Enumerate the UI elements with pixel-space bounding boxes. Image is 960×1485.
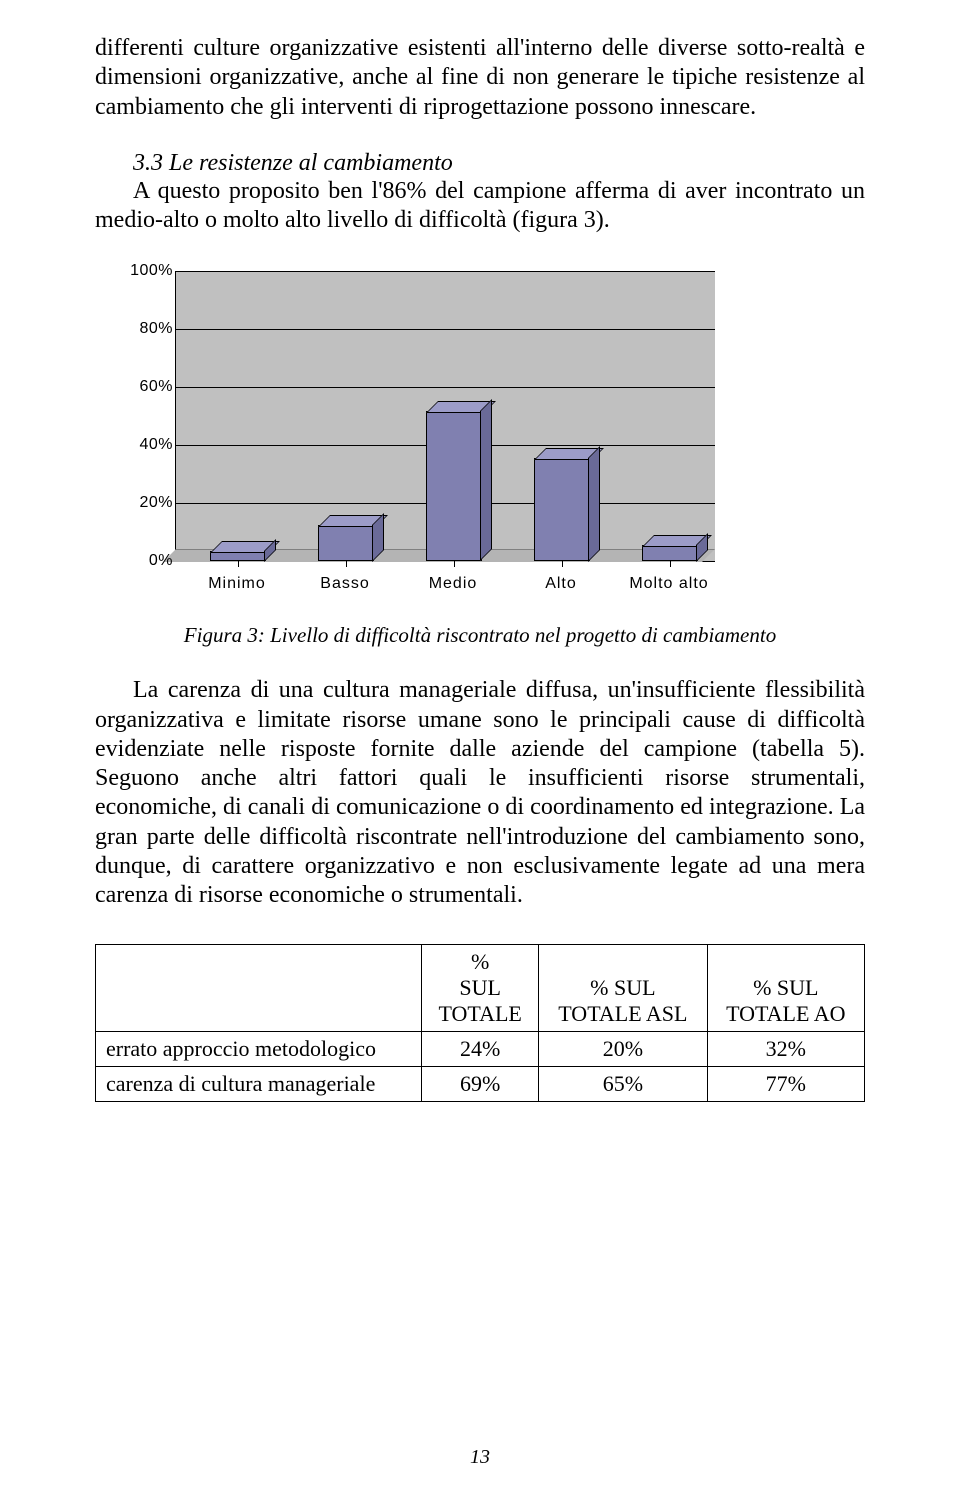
y-tick-label: 20%: [113, 494, 173, 512]
difficulty-table: % SUL TOTALE % SUL TOTALE ASL % SUL TOTA…: [95, 944, 865, 1102]
row-label: errato approccio metodologico: [96, 1032, 422, 1067]
page: differenti culture organizzative esisten…: [0, 0, 960, 1485]
x-tick: [454, 561, 455, 567]
table-row: errato approccio metodologico24%20%32%: [96, 1032, 865, 1067]
table-header-asl: % SUL TOTALE ASL: [539, 945, 707, 1032]
category-label: Medio: [403, 575, 503, 593]
row-cell: 65%: [539, 1067, 707, 1102]
th-text: % SUL: [753, 975, 818, 1000]
y-tick-label: 40%: [113, 436, 173, 454]
figure-caption: Figura 3: Livello di difficoltà riscontr…: [95, 623, 865, 648]
bar: [426, 413, 482, 561]
th-text: % SUL: [590, 975, 655, 1000]
grid-line: [176, 329, 715, 330]
th-text: SUL: [459, 975, 501, 1000]
th-text: TOTALE AO: [726, 1001, 845, 1026]
bar: [210, 553, 266, 562]
table-header-totale: % SUL TOTALE: [422, 945, 539, 1032]
row-cell: 69%: [422, 1067, 539, 1102]
th-text: TOTALE: [439, 1001, 522, 1026]
y-tick-label: 100%: [113, 262, 173, 280]
x-tick: [670, 561, 671, 567]
category-label: Minimo: [187, 575, 287, 593]
table-row: carenza di cultura manageriale69%65%77%: [96, 1067, 865, 1102]
row-label: carenza di cultura manageriale: [96, 1067, 422, 1102]
x-tick: [562, 561, 563, 567]
bar-side: [480, 399, 492, 561]
x-tick: [238, 561, 239, 567]
category-label: Alto: [511, 575, 611, 593]
section-heading: 3.3 Le resistenze al cambiamento: [95, 150, 865, 177]
bar-front: [318, 525, 374, 562]
bar: [534, 460, 590, 562]
bar-front: [534, 458, 590, 562]
row-cell: 24%: [422, 1032, 539, 1067]
x-tick: [346, 561, 347, 567]
bar-front: [426, 411, 482, 561]
grid-line: [176, 387, 715, 388]
bar: [642, 547, 698, 562]
table-header-empty: [96, 945, 422, 1032]
paragraph-2: A questo proposito ben l'86% del campion…: [95, 177, 865, 236]
row-cell: 77%: [707, 1067, 864, 1102]
bar-chart: 0% 20% 40% 60% 80% 100% Minimo Basso Medio Alto Mo…: [105, 263, 725, 603]
category-label: Basso: [295, 575, 395, 593]
paragraph-1: differenti culture organizzative esisten…: [95, 34, 865, 122]
plot-area: [175, 271, 715, 562]
y-tick-label: 80%: [113, 320, 173, 338]
y-tick-label: 0%: [113, 552, 173, 570]
category-label: Molto alto: [619, 575, 719, 593]
row-cell: 20%: [539, 1032, 707, 1067]
paragraph-3: La carenza di una cultura manageriale di…: [95, 676, 865, 910]
th-text: TOTALE ASL: [558, 1001, 687, 1026]
grid-line: [176, 271, 715, 272]
y-tick-label: 60%: [113, 378, 173, 396]
row-cell: 32%: [707, 1032, 864, 1067]
th-text: %: [471, 949, 489, 974]
bar-side: [588, 446, 600, 562]
bar: [318, 527, 374, 562]
table-header-ao: % SUL TOTALE AO: [707, 945, 864, 1032]
bar-front: [642, 545, 698, 562]
page-number: 13: [0, 1446, 960, 1469]
